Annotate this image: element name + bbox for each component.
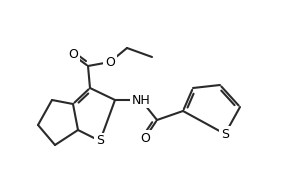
Text: O: O [105, 55, 115, 68]
Text: O: O [68, 49, 78, 61]
Text: NH: NH [132, 93, 150, 106]
Text: S: S [96, 134, 104, 148]
Text: S: S [221, 127, 229, 140]
Text: O: O [140, 131, 150, 145]
